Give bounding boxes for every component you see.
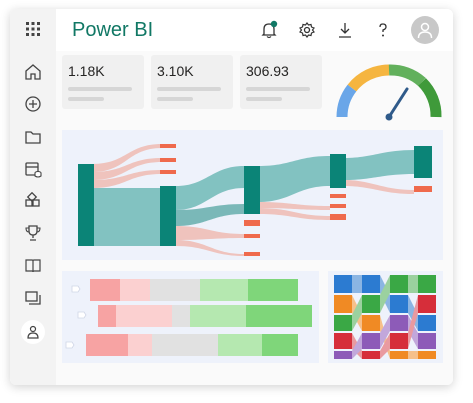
kpi-card[interactable]: 306.93	[240, 55, 322, 109]
sankey-node	[330, 214, 346, 220]
app-launcher-icon[interactable]	[21, 17, 45, 41]
gauge-segment-darkgreen	[417, 78, 442, 118]
sankey-node	[160, 144, 176, 148]
sankey-flow	[258, 202, 330, 210]
sankey-flow	[258, 208, 330, 220]
report-canvas: 1.18K 3.10K 306.93	[56, 51, 453, 385]
sankey-node	[330, 204, 346, 208]
kpi-placeholder-line	[157, 87, 221, 91]
apps-icon[interactable]	[21, 189, 45, 213]
folder-icon[interactable]	[21, 125, 45, 149]
sankey-flow	[176, 204, 244, 226]
home-icon[interactable]	[21, 60, 45, 84]
app-title: Power BI	[72, 19, 154, 41]
sankey-flow	[344, 180, 414, 194]
sankey-flow	[344, 150, 414, 180]
app-window: Power BI 1.18K	[10, 9, 453, 385]
sankey-flow	[176, 240, 244, 256]
kpi-card[interactable]: 1.18K	[62, 55, 144, 109]
row-marker-icon	[77, 311, 87, 319]
sankey-flow	[92, 158, 162, 180]
bar-row[interactable]	[65, 334, 298, 356]
top-header: Power BI	[56, 9, 453, 51]
sankey-flow	[258, 156, 330, 202]
bar-row[interactable]	[77, 305, 312, 327]
gauge-hub	[385, 113, 393, 121]
sankey-node	[160, 186, 176, 246]
sankey-node	[78, 164, 94, 246]
sankey-node	[244, 166, 260, 214]
sankey-node	[160, 158, 176, 162]
settings-icon[interactable]	[294, 17, 320, 43]
bar-row[interactable]	[71, 279, 298, 301]
sankey-node	[160, 170, 176, 174]
sankey-visual[interactable]	[62, 130, 443, 260]
sankey-flow	[92, 144, 162, 172]
ribbon-chart-visual[interactable]	[328, 271, 443, 363]
sankey-node	[244, 220, 260, 226]
kpi-placeholder-line	[246, 97, 282, 101]
sankey-node	[330, 194, 346, 198]
sankey-node	[330, 154, 346, 188]
sankey-flow	[176, 226, 244, 240]
account-icon[interactable]	[411, 16, 439, 44]
sankey-flow	[92, 188, 160, 246]
kpi-card[interactable]: 3.10K	[151, 55, 233, 109]
left-nav-rail	[10, 9, 56, 385]
kpi-value: 1.18K	[68, 63, 105, 79]
row-marker-icon	[65, 341, 75, 349]
stacked-bar-visual[interactable]	[62, 271, 319, 363]
gauge-segment-green	[388, 64, 426, 87]
gauge-needle	[387, 87, 409, 119]
learn-icon[interactable]	[21, 254, 45, 278]
trophy-icon[interactable]	[21, 221, 45, 245]
help-icon[interactable]	[370, 17, 396, 43]
download-icon[interactable]	[332, 17, 358, 43]
kpi-placeholder-line	[68, 97, 104, 101]
create-icon[interactable]	[21, 92, 45, 116]
gauge-chart[interactable]	[334, 55, 444, 123]
kpi-placeholder-line	[68, 87, 132, 91]
datahub-icon[interactable]	[21, 157, 45, 181]
kpi-value: 3.10K	[157, 63, 194, 79]
sankey-flow	[92, 170, 162, 188]
gauge-segment-blue	[336, 84, 357, 118]
sankey-node	[414, 146, 432, 178]
kpi-placeholder-line	[157, 97, 193, 101]
deployment-icon[interactable]	[21, 320, 45, 344]
gauge-segment-yellow	[347, 64, 390, 92]
workspaces-icon[interactable]	[21, 286, 45, 310]
sankey-node	[414, 186, 432, 192]
notifications-icon[interactable]	[256, 17, 282, 43]
sankey-node	[244, 234, 260, 238]
sankey-node	[244, 252, 260, 256]
row-marker-icon	[71, 285, 81, 293]
kpi-value: 306.93	[246, 63, 289, 79]
sankey-flow	[176, 166, 244, 210]
kpi-placeholder-line	[246, 87, 310, 91]
